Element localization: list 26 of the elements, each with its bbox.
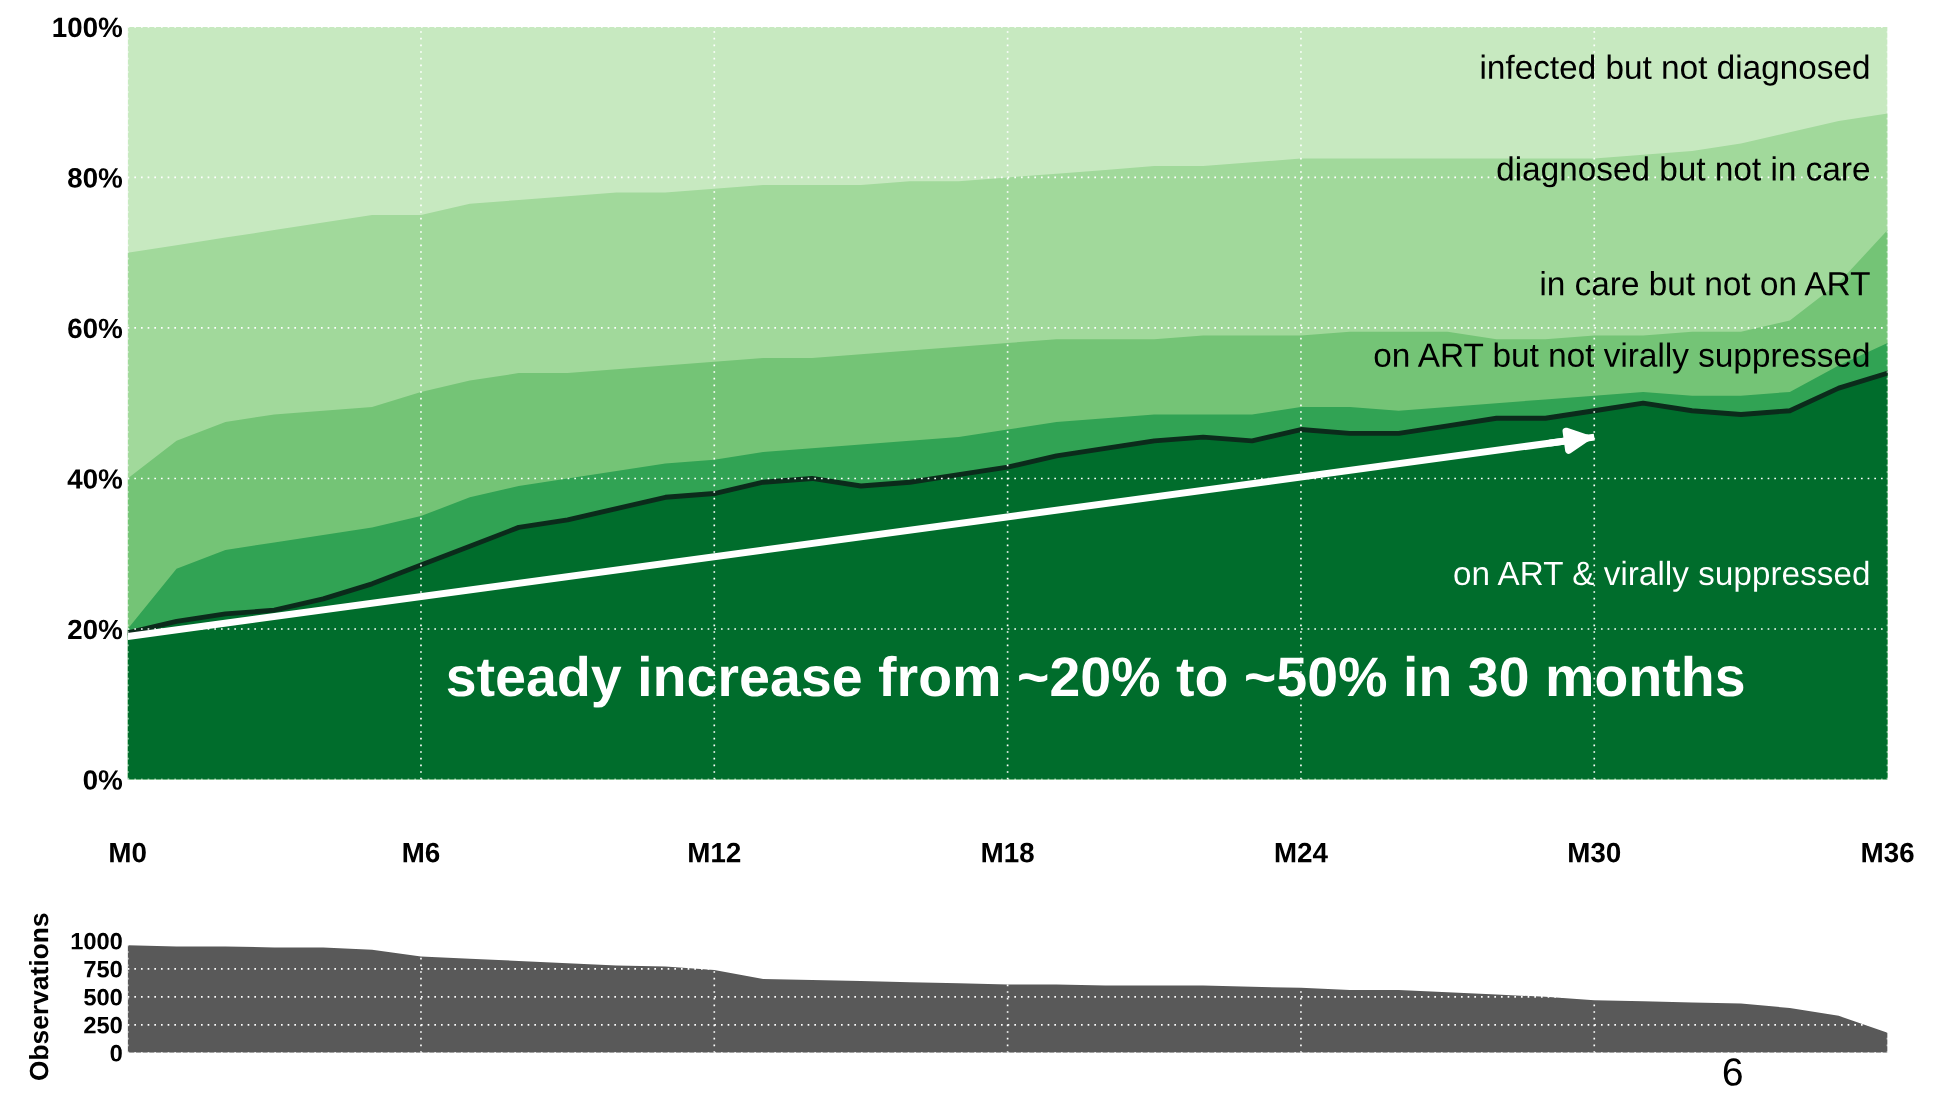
x-tick-label: M12 — [689, 842, 741, 863]
annotation: steady increase from ~20% to ~50% in 30 months — [447, 655, 1744, 708]
series-label: on ART & virally suppressed — [1454, 560, 1869, 592]
text: 6 — [1723, 1058, 1742, 1086]
x-tick-label: M0 — [110, 842, 146, 863]
x-tick-label: M30 — [1569, 842, 1621, 863]
y-tick-label: 100% — [53, 17, 123, 38]
y-tick-label: 20% — [68, 619, 123, 640]
y-tick-label: 250 — [84, 1016, 122, 1034]
series-label: diagnosed but not in care — [1497, 156, 1870, 188]
x-tick-label: M36 — [1862, 842, 1914, 863]
y-tick-label: 750 — [84, 960, 122, 978]
x-tick-label: M18 — [982, 842, 1034, 863]
y-tick-label: 0% — [83, 770, 123, 790]
series-label: infected but not diagnosed — [1481, 54, 1869, 86]
y-tick-label: 60% — [68, 318, 123, 339]
y-axis-title: Observations — [29, 913, 49, 1081]
y-tick-label: 500 — [84, 988, 122, 1006]
y-tick-label: 80% — [68, 168, 123, 188]
series-label: on ART but not virally suppressed — [1374, 342, 1869, 374]
series-label: in care but not on ART — [1541, 271, 1870, 296]
x-tick-label: M6 — [403, 842, 440, 863]
x-tick-label: M24 — [1275, 842, 1328, 863]
y-tick-label: 1000 — [71, 932, 122, 950]
y-tick-label: 0 — [110, 1044, 122, 1062]
y-tick-label: 40% — [67, 469, 123, 489]
